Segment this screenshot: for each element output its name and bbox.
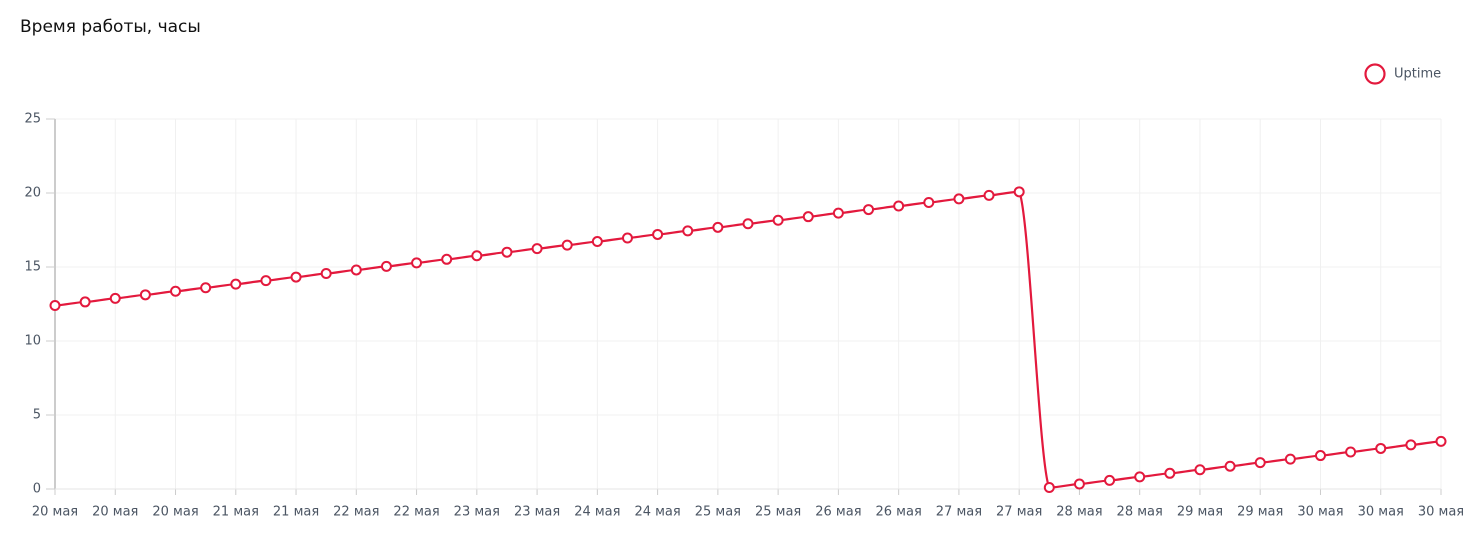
x-tick-label: 29 мая [1177,505,1223,520]
line [54,190,1442,489]
point [712,221,724,233]
point [139,289,151,301]
point [501,246,513,258]
point [1073,478,1085,490]
x-tick-label: 25 мая [695,505,741,520]
point [1405,439,1417,451]
y-tick-label: 10 [24,334,41,349]
point [983,189,995,201]
x-tick-label: 27 мая [996,505,1042,520]
point [772,214,784,226]
point [1435,435,1447,447]
point [441,253,453,265]
point [1134,471,1146,483]
x-tick-label: 23 мая [514,505,560,520]
y-tick-label: 20 [24,186,41,201]
point [380,260,392,272]
chart-title: Время работы, часы [20,17,201,37]
point [320,268,332,280]
point [200,282,212,294]
point [1104,474,1116,486]
x-tick-label: 26 мая [876,505,922,520]
point [893,200,905,212]
x-tick-label: 24 мая [574,505,620,520]
legend-label: Uptime [1394,67,1441,82]
x-tick-label: 30 мая [1358,505,1404,520]
x-tick-label: 21 мая [273,505,319,520]
x-tick-label: 29 мая [1237,505,1283,520]
point [49,299,61,311]
point [1284,453,1296,465]
point [863,204,875,216]
x-tick-label: 24 мая [634,505,680,520]
point [1043,482,1055,494]
y-tick-label: 5 [33,408,41,423]
point [652,228,664,240]
x-tick-label: 20 мая [32,505,78,520]
x-tick-label: 20 мая [152,505,198,520]
y-tick-label: 0 [33,482,41,497]
x-tick-label: 21 мая [213,505,259,520]
point [170,285,182,297]
point [471,250,483,262]
point [1375,442,1387,454]
point [832,207,844,219]
point [350,264,362,276]
point [591,236,603,248]
point [1314,450,1326,462]
point [79,296,91,308]
x-tick-label: 22 мая [393,505,439,520]
point [561,239,573,251]
point [1345,446,1357,458]
point [1013,186,1025,198]
x-tick-label: 28 мая [1056,505,1102,520]
point [1164,467,1176,479]
x-tick-label: 22 мая [333,505,379,520]
point [260,275,272,287]
point [1224,460,1236,472]
legend-marker [1364,63,1386,85]
point [531,243,543,255]
point [290,271,302,283]
y-tick-label: 25 [24,112,41,127]
y-tick-label: 15 [24,260,41,275]
point [621,232,633,244]
x-tick-label: 20 мая [92,505,138,520]
point [742,218,754,230]
x-tick-label: 28 мая [1117,505,1163,520]
point [953,193,965,205]
point [802,211,814,223]
point [1194,464,1206,476]
x-tick-label: 26 мая [815,505,861,520]
x-tick-label: 30 мая [1297,505,1343,520]
point [923,196,935,208]
x-tick-label: 27 мая [936,505,982,520]
x-tick-label: 23 мая [454,505,500,520]
point [230,278,242,290]
point [109,292,121,304]
point [1254,457,1266,469]
x-tick-label: 30 мая [1418,505,1464,520]
x-tick-label: 25 мая [755,505,801,520]
point [682,225,694,237]
point [411,257,423,269]
